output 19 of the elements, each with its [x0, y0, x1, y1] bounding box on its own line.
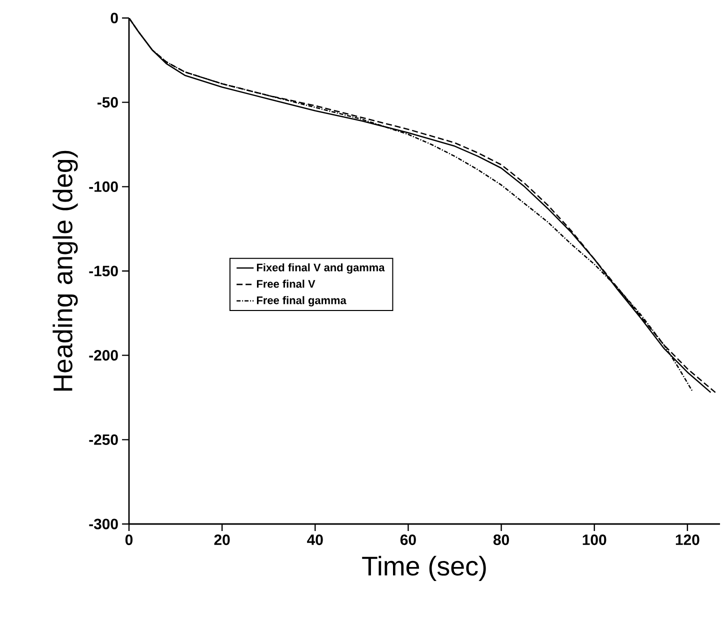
x-axis-title: Time (sec)	[362, 556, 486, 581]
x-tick-label: 60	[400, 534, 416, 546]
legend-label: Free final gamma	[256, 296, 346, 306]
y-tick-label: -150	[89, 266, 118, 276]
y-tick-label: -50	[97, 97, 118, 108]
x-tick-label: 40	[307, 534, 323, 546]
y-tick-label: -250	[89, 434, 118, 445]
x-tick-label: 0	[125, 534, 133, 546]
x-tick-label: 20	[214, 534, 230, 546]
x-tick-label: 120	[676, 534, 700, 546]
x-tick-label: 80	[493, 534, 509, 546]
y-tick-label: 0	[110, 12, 118, 24]
legend-label: Fixed final V and gamma	[256, 263, 385, 274]
x-tick-label: 100	[582, 534, 606, 546]
y-tick-label: -300	[89, 518, 118, 530]
legend-label: Free final V	[256, 280, 316, 288]
y-axis-title: Heading angle (deg)	[52, 150, 78, 391]
y-tick-label: -100	[89, 181, 118, 192]
y-tick-label: -200	[89, 350, 118, 361]
